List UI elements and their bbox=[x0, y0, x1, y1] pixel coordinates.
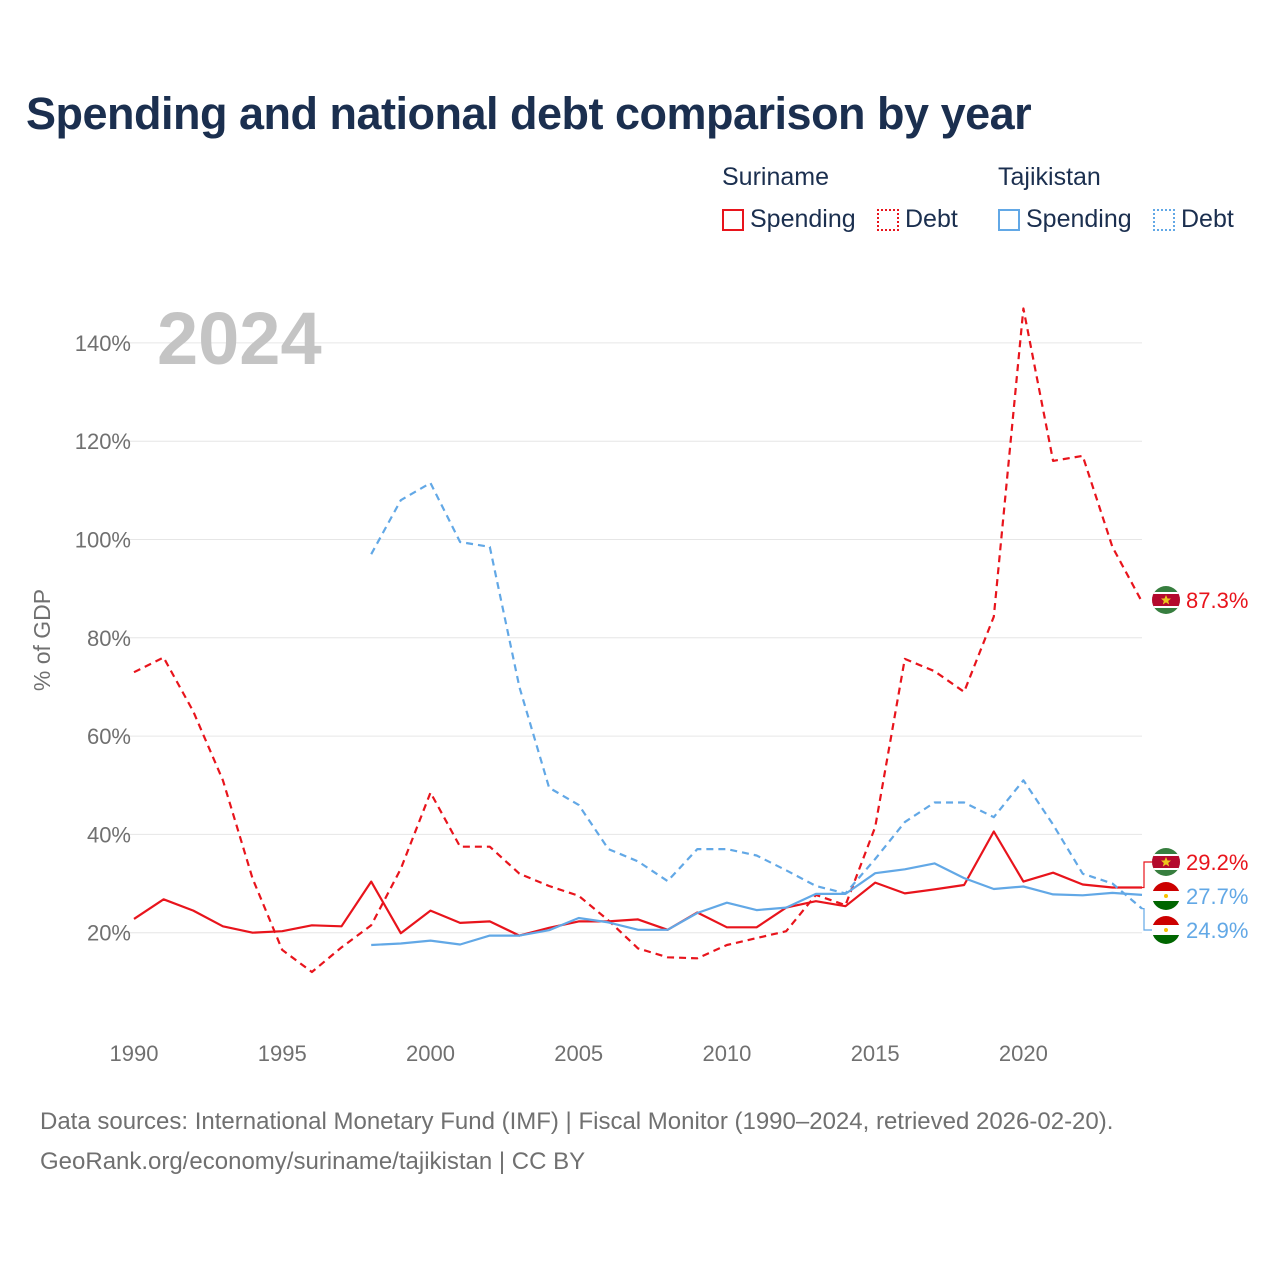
legend-swatch-dotted-blue bbox=[1153, 208, 1175, 231]
series-tajikistan-debt[interactable] bbox=[370, 481, 1143, 910]
y-tick-label: 100% bbox=[75, 528, 131, 553]
y-tick-label: 120% bbox=[75, 429, 131, 454]
chart-title: Spending and national debt comparison by… bbox=[26, 88, 1032, 139]
legend-suriname-spending[interactable]: Spending bbox=[722, 205, 856, 234]
x-tick-label: 2005 bbox=[554, 1041, 603, 1066]
legend-country-tajikistan: Tajikistan bbox=[998, 163, 1101, 191]
y-tick-label: 60% bbox=[87, 724, 131, 749]
flag-tajikistan-icon bbox=[1152, 882, 1180, 910]
legend-swatch-solid-blue bbox=[998, 208, 1020, 231]
x-tick-label: 2015 bbox=[851, 1041, 900, 1066]
legend-swatch-solid-red bbox=[722, 208, 744, 231]
series-suriname-debt[interactable] bbox=[133, 307, 1143, 974]
flag-suriname-icon bbox=[1152, 586, 1180, 614]
legend-label: Spending bbox=[750, 205, 856, 233]
legend-label: Spending bbox=[1026, 205, 1132, 233]
y-tick-label: 40% bbox=[87, 822, 131, 847]
x-tick-label: 2000 bbox=[406, 1041, 455, 1066]
x-tick-label: 1990 bbox=[110, 1041, 159, 1066]
end-label-value: 87.3% bbox=[1186, 588, 1248, 613]
flag-suriname-icon bbox=[1152, 848, 1180, 876]
end-label-value: 29.2% bbox=[1186, 850, 1248, 875]
series-suriname-spending[interactable] bbox=[133, 830, 1142, 937]
legend-tajikistan-spending[interactable]: Spending bbox=[998, 205, 1132, 234]
end-labels-layer: 29.2% 87.3% 27.7% 24.9% bbox=[1142, 586, 1248, 944]
grid-layer: 20% 40% 60% 80% 100% 120% 140% 1990 1995 2000 2005… bbox=[75, 331, 1142, 1066]
y-tick-label: 80% bbox=[87, 626, 131, 651]
end-label-connector bbox=[1142, 861, 1152, 889]
end-label-value: 24.9% bbox=[1186, 918, 1248, 943]
x-tick-label: 1995 bbox=[258, 1041, 307, 1066]
series-tajikistan-spending[interactable] bbox=[371, 862, 1143, 947]
chart-plot: 20% 40% 60% 80% 100% 120% 140% 1990 1995 2000 2005… bbox=[29, 297, 1248, 1066]
year-watermark: 2024 bbox=[157, 297, 322, 380]
x-tick-label: 2010 bbox=[702, 1041, 751, 1066]
legend-swatch-dotted-red bbox=[877, 208, 899, 231]
legend-suriname-debt[interactable]: Debt bbox=[877, 205, 958, 234]
end-label-value: 27.7% bbox=[1186, 884, 1248, 909]
y-axis-label: % of GDP bbox=[29, 589, 55, 691]
legend-label: Debt bbox=[1181, 205, 1234, 233]
legend-country-suriname: Suriname bbox=[722, 163, 829, 191]
legend-label: Debt bbox=[905, 205, 958, 233]
footer-sources: Data sources: International Monetary Fun… bbox=[40, 1108, 1114, 1135]
legend-tajikistan-debt[interactable]: Debt bbox=[1153, 205, 1234, 234]
x-tick-label: 2020 bbox=[999, 1041, 1048, 1066]
lines-layer bbox=[133, 307, 1143, 974]
footer-attribution[interactable]: GeoRank.org/economy/suriname/tajikistan … bbox=[40, 1148, 586, 1175]
flag-tajikistan-icon bbox=[1152, 916, 1180, 944]
end-label-connector bbox=[1142, 908, 1152, 931]
y-tick-label: 140% bbox=[75, 331, 131, 356]
y-tick-label: 20% bbox=[87, 921, 131, 946]
